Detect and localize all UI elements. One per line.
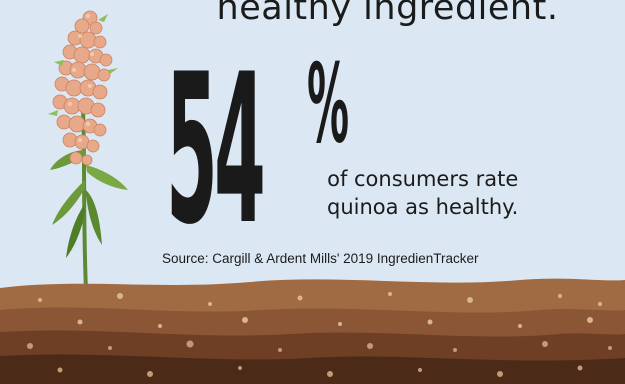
quinoa-plant-icon bbox=[48, 10, 128, 290]
stat-number: 54 bbox=[166, 31, 266, 271]
percent-sign: % bbox=[307, 40, 350, 168]
big-stat: 54 bbox=[166, 48, 321, 254]
source-note: Source: Cargill & Ardent Mills' 2019 Ing… bbox=[162, 251, 479, 266]
headline-top-line: healthy ingredient. bbox=[216, 0, 559, 28]
stat-caption: of consumers rate quinoa as healthy. bbox=[327, 165, 518, 221]
stat-caption-line-1: of consumers rate bbox=[327, 167, 519, 191]
stat-caption-line-2: quinoa as healthy. bbox=[327, 195, 519, 219]
soil-layers-icon bbox=[0, 278, 625, 384]
